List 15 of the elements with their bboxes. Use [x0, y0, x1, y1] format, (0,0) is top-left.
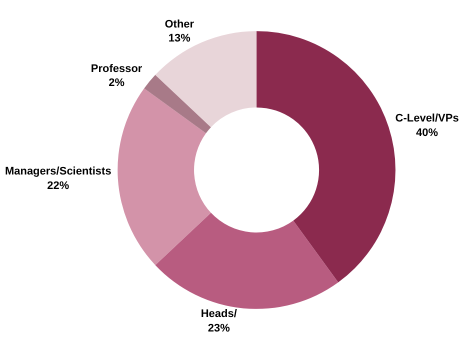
donut-slice	[256, 31, 396, 282]
donut-slice	[155, 31, 257, 128]
slice-label: Heads/	[200, 308, 237, 320]
data-label: 2%	[108, 77, 125, 90]
slice-label: Other	[164, 18, 195, 30]
donut-slice	[155, 212, 338, 309]
data-label: 23%	[208, 322, 230, 334]
slice-label: Managers/Scientists	[4, 166, 112, 178]
data-label: 22%	[47, 180, 70, 192]
donut-slice	[144, 74, 211, 134]
slice-label: Professor	[90, 62, 143, 75]
data-label: 40%	[416, 126, 438, 139]
donut-slice	[118, 88, 211, 266]
data-label: 13%	[168, 32, 191, 45]
slice-label: C-Level/VPs	[395, 112, 459, 125]
